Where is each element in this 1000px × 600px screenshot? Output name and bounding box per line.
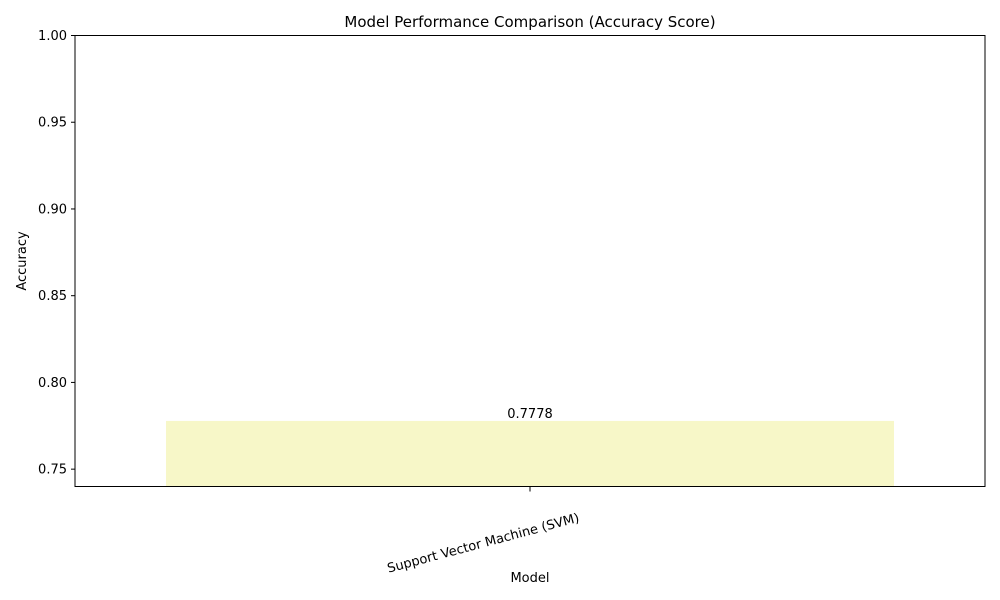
y-tick-label: 0.90 xyxy=(38,202,67,217)
y-tick-label: 0.75 xyxy=(38,463,67,478)
y-axis: 0.75 0.80 0.85 0.90 0.95 1.00 xyxy=(38,29,75,478)
chart-title: Model Performance Comparison (Accuracy S… xyxy=(344,13,715,31)
y-tick-label: 1.00 xyxy=(38,29,67,44)
y-tick-label: 0.95 xyxy=(38,116,67,131)
x-axis-label: Model xyxy=(510,571,549,586)
bar xyxy=(166,420,894,487)
bars-group xyxy=(166,420,894,487)
y-tick-label: 0.85 xyxy=(38,289,67,304)
y-axis-label: Accuracy xyxy=(15,231,30,291)
bar-value-label: 0.7778 xyxy=(507,407,553,422)
y-tick-label: 0.80 xyxy=(38,376,67,391)
data-labels-group: 0.7778 xyxy=(507,407,553,422)
